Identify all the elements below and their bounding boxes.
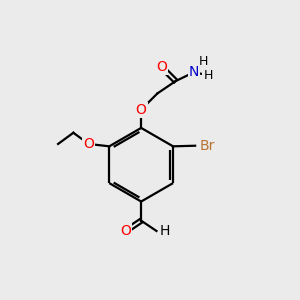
Text: O: O — [83, 137, 94, 151]
Text: O: O — [120, 224, 131, 238]
Text: Br: Br — [200, 139, 215, 153]
Text: O: O — [156, 60, 167, 74]
Text: N: N — [189, 65, 199, 79]
Text: H: H — [160, 224, 170, 238]
Text: O: O — [136, 103, 147, 117]
Text: H: H — [199, 56, 208, 68]
Text: H: H — [203, 69, 213, 82]
